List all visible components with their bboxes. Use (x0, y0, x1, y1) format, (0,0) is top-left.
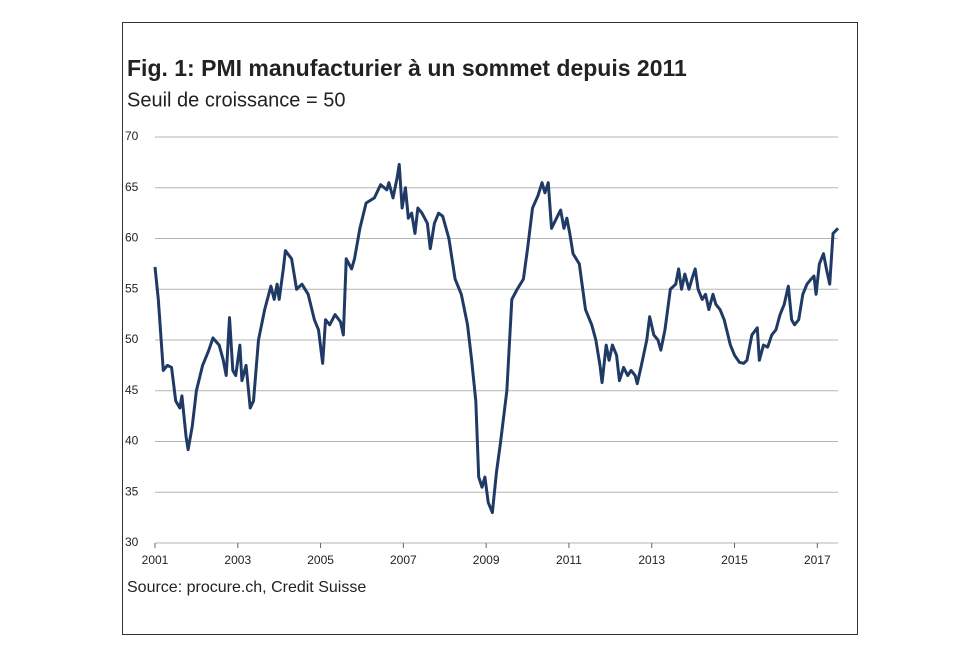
x-tick-label: 2017 (804, 553, 831, 567)
y-tick-label: 60 (125, 231, 139, 245)
y-tick-label: 45 (125, 383, 139, 397)
x-tick-label: 2007 (390, 553, 417, 567)
chart-source: Source: procure.ch, Credit Suisse (127, 579, 366, 596)
x-tick-label: 2015 (721, 553, 748, 567)
y-tick-label: 55 (125, 281, 139, 295)
x-tick-label: 2011 (556, 553, 582, 567)
y-tick-label: 65 (125, 180, 139, 194)
x-tick-label: 2003 (224, 553, 251, 567)
y-tick-label: 50 (125, 332, 139, 346)
chart-title: Fig. 1: PMI manufacturier à un sommet de… (127, 55, 687, 81)
x-tick-label: 2009 (473, 553, 500, 567)
data-line (153, 162, 840, 515)
chart-frame (122, 22, 858, 635)
y-tick-label: 30 (125, 535, 139, 549)
y-tick-label: 40 (125, 434, 139, 448)
chart-subtitle: Seuil de croissance = 50 (127, 89, 345, 111)
y-tick-label: 35 (125, 484, 139, 498)
y-tick-label: 70 (125, 129, 139, 143)
x-tick-label: 2001 (142, 553, 169, 567)
x-tick-label: 2005 (307, 553, 334, 567)
x-tick-label: 2013 (638, 553, 665, 567)
